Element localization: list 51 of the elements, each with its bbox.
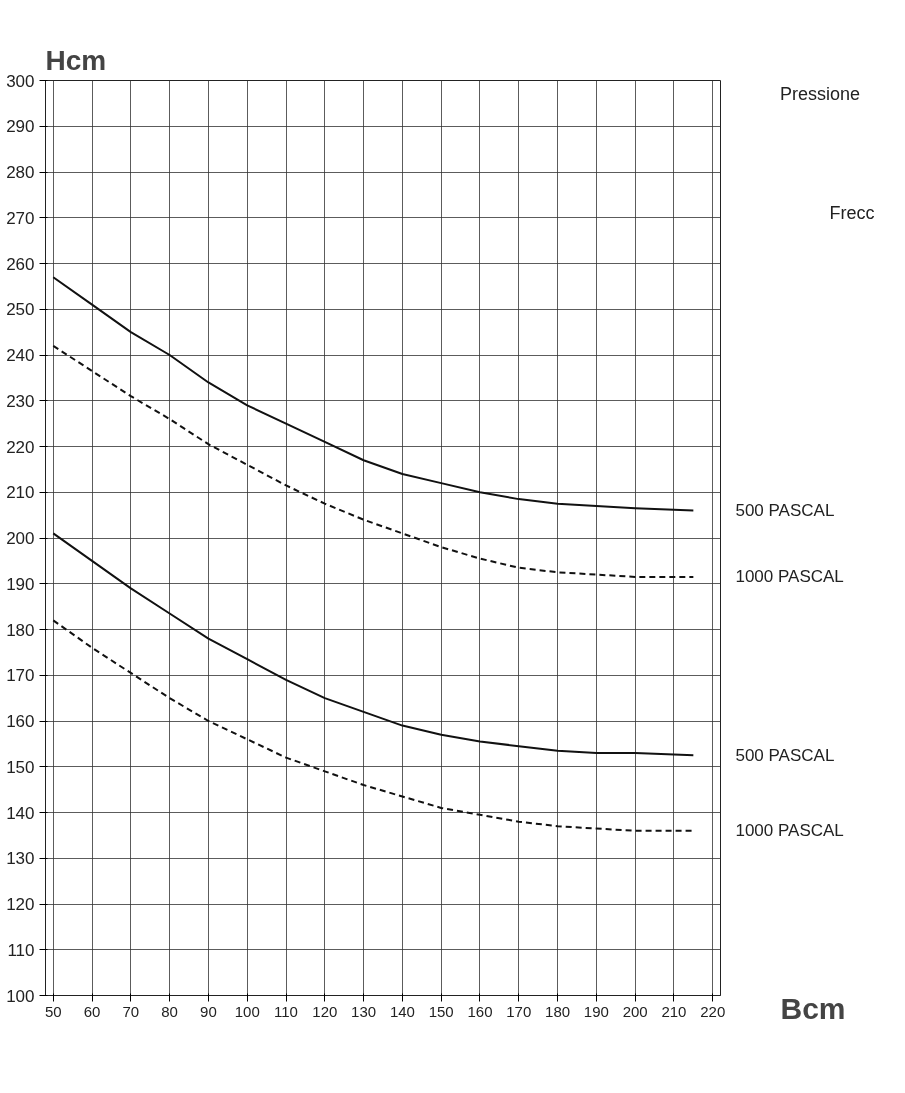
line-series <box>52 276 695 512</box>
y-tick-label: 180 <box>6 620 35 640</box>
x-tick-label: 160 <box>467 1002 493 1020</box>
y-tick-label: 110 <box>7 940 35 960</box>
y-tick-label: 250 <box>6 300 35 320</box>
y-tick-label: 230 <box>6 391 35 411</box>
y-tick-label: 220 <box>6 437 35 457</box>
x-tick-label: 170 <box>506 1002 532 1020</box>
y-tick-label: 170 <box>6 666 35 686</box>
line-series <box>52 344 695 578</box>
x-tick-label: 200 <box>622 1002 648 1020</box>
text: 500 PASCAL <box>735 745 835 765</box>
x-tick-label: 130 <box>351 1002 377 1020</box>
x-tick-label: 70 <box>122 1002 140 1020</box>
x-tick-label: 50 <box>44 1002 62 1020</box>
y-tick-label: 260 <box>6 254 35 274</box>
y-tick-label: 280 <box>6 163 35 182</box>
x-tick-label: 80 <box>161 1002 178 1020</box>
x-tick-label: 220 <box>700 1002 726 1020</box>
y-tick-label: 300 <box>6 71 35 91</box>
y-tick-label: 150 <box>6 757 35 777</box>
x-axis-title: Bcm <box>780 991 846 1025</box>
y-tick-label: 120 <box>6 895 35 914</box>
line-series <box>52 619 695 832</box>
text: Pressione <box>780 84 861 105</box>
x-tick-label: 180 <box>545 1002 571 1020</box>
text: Frecc <box>829 203 875 224</box>
y-tick-label: 210 <box>6 483 35 503</box>
y-tick-label: 140 <box>6 803 35 823</box>
x-tick-label: 140 <box>389 1002 415 1020</box>
y-axis-title: Hcm <box>45 44 107 76</box>
x-tick-label: 120 <box>312 1002 338 1020</box>
x-tick-label: 150 <box>428 1002 454 1020</box>
y-tick-label: 270 <box>6 208 35 228</box>
y-tick-label: 130 <box>6 849 35 869</box>
text: 1000 PASCAL <box>735 821 844 841</box>
x-tick-label: 100 <box>234 1002 260 1020</box>
x-tick-label: 110 <box>274 1002 298 1020</box>
line-series <box>52 532 695 757</box>
text: 1000 PASCAL <box>735 567 844 587</box>
text: 500 PASCAL <box>735 501 835 521</box>
y-tick-label: 240 <box>6 346 35 365</box>
y-tick-label: 160 <box>6 712 35 731</box>
y-tick-label: 290 <box>6 117 35 137</box>
x-tick-label: 190 <box>583 1002 609 1020</box>
y-tick-label: 190 <box>6 574 35 594</box>
x-tick-label: 60 <box>83 1002 101 1020</box>
x-tick-label: 210 <box>661 1002 687 1020</box>
x-tick-label: 90 <box>200 1002 217 1020</box>
y-tick-label: 100 <box>6 986 35 1006</box>
y-tick-label: 200 <box>6 529 35 548</box>
